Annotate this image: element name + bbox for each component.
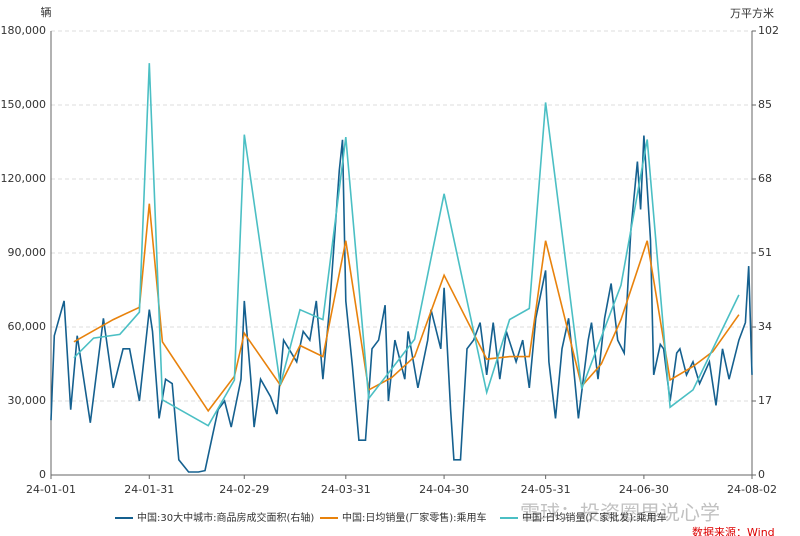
x-tick-label: 24-01-01 xyxy=(26,483,76,496)
y-tick-label: 0 xyxy=(39,468,46,481)
legend-label: 中国:日均销量(厂家零售):乘用车 xyxy=(342,511,487,524)
y-tick-label: 60,000 xyxy=(8,320,47,333)
y-tick-label: 180,000 xyxy=(1,24,47,37)
y2-unit: 万平方米 xyxy=(730,6,774,20)
y2-tick-label: 102 xyxy=(758,24,779,37)
legend-label: 中国:日均销量(厂家批发):乘用车 xyxy=(522,511,667,524)
y2-tick-label: 0 xyxy=(758,468,765,481)
x-tick-label: 24-01-31 xyxy=(124,483,174,496)
legend-item: 中国:30大中城市:商品房成交面积(右轴) xyxy=(115,511,314,524)
watermark: 雪球：投资圈里说心学 xyxy=(520,501,720,525)
legend-label: 中国:30大中城市:商品房成交面积(右轴) xyxy=(137,511,314,524)
y2-tick-label: 85 xyxy=(758,98,772,111)
x-tick-label: 24-03-31 xyxy=(321,483,371,496)
source: 数据来源：Wind xyxy=(692,525,775,536)
y-tick-label: 90,000 xyxy=(8,246,47,259)
y2-tick-label: 68 xyxy=(758,172,772,185)
series-line xyxy=(50,135,753,473)
y2-tick-label: 34 xyxy=(758,320,772,333)
y2-tick-label: 51 xyxy=(758,246,772,259)
x-tick-label: 24-06-30 xyxy=(619,483,669,496)
x-tick-label: 24-02-29 xyxy=(219,483,269,496)
legend-item: 中国:日均销量(厂家批发):乘用车 xyxy=(500,511,667,524)
y2-tick-label: 17 xyxy=(758,394,772,407)
y-tick-label: 120,000 xyxy=(1,172,47,185)
x-tick-label: 24-08-02 xyxy=(727,483,777,496)
legend-item: 中国:日均销量(厂家零售):乘用车 xyxy=(320,511,487,524)
x-tick-label: 24-04-30 xyxy=(419,483,469,496)
y-tick-label: 30,000 xyxy=(8,394,47,407)
x-tick-label: 24-05-31 xyxy=(521,483,571,496)
series-line xyxy=(73,203,740,413)
y-tick-label: 150,000 xyxy=(1,98,47,111)
y-unit: 辆 xyxy=(41,5,52,19)
series-line xyxy=(73,63,740,427)
